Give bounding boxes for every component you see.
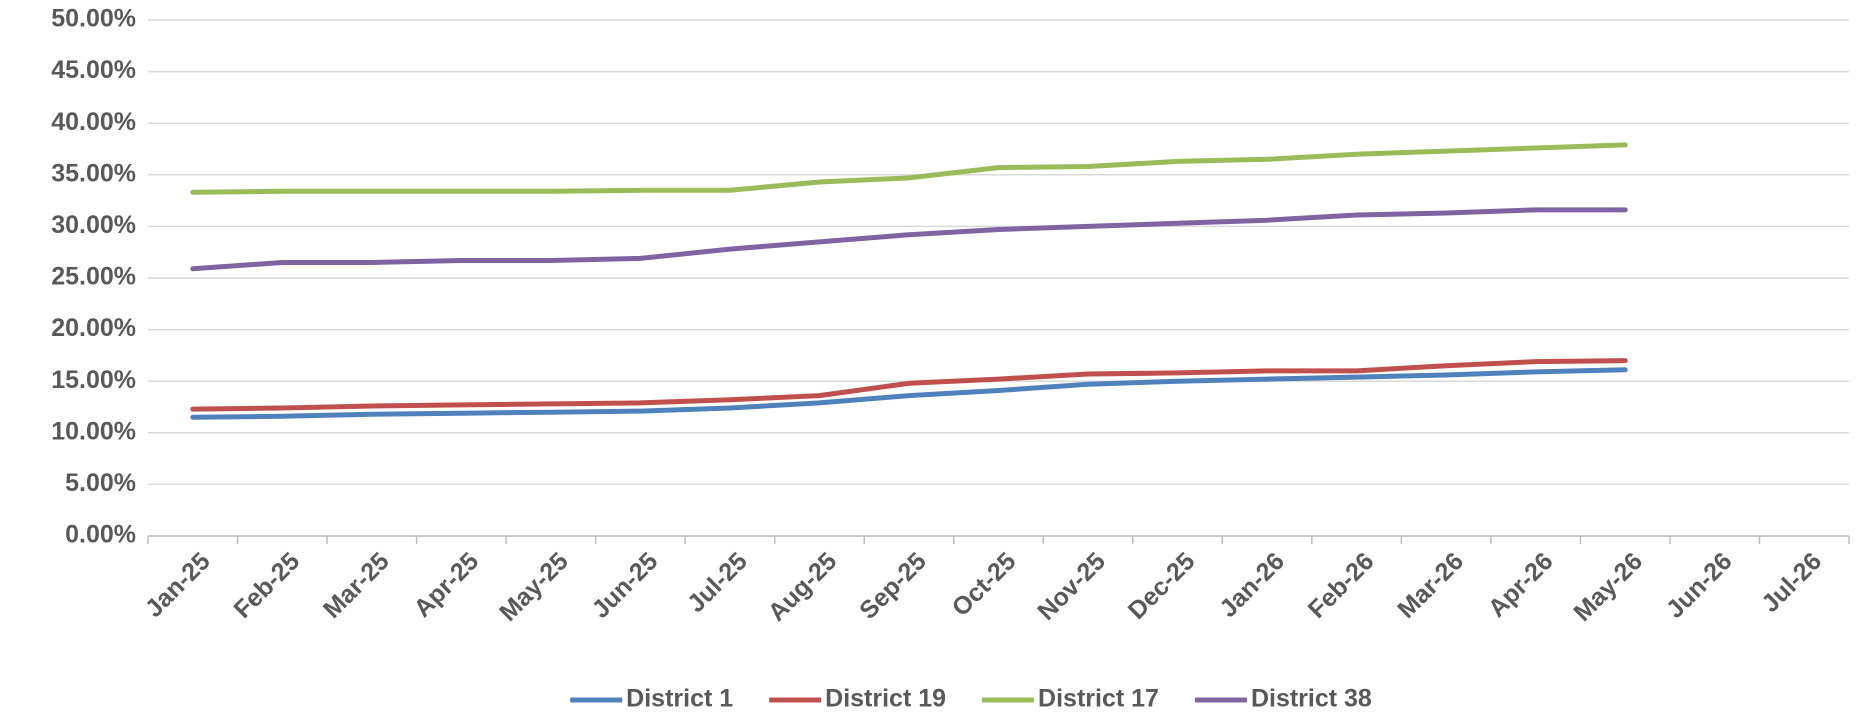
x-tick-label: Jun-25 xyxy=(587,547,664,624)
y-tick-label: 25.00% xyxy=(51,263,136,291)
legend-label: District 1 xyxy=(626,685,733,713)
x-tick-label: Jan-25 xyxy=(140,547,216,623)
y-tick-label: 0.00% xyxy=(65,521,136,549)
y-tick-label: 10.00% xyxy=(51,417,136,445)
series-line xyxy=(190,207,1628,272)
x-tick-label: May-25 xyxy=(494,547,574,627)
legend-label: District 19 xyxy=(825,685,946,713)
legend-item: District 17 xyxy=(982,685,1159,713)
y-tick-label: 30.00% xyxy=(51,211,136,239)
x-tick-label: Nov-25 xyxy=(1032,547,1111,626)
y-tick-label: 35.00% xyxy=(51,159,136,187)
x-tick-label: Mar-26 xyxy=(1392,547,1469,624)
x-tick-label: Apr-25 xyxy=(408,547,484,623)
x-tick-label: May-26 xyxy=(1568,547,1648,627)
y-tick-label: 15.00% xyxy=(51,366,136,394)
x-tick-label: Dec-25 xyxy=(1123,547,1201,625)
x-tick-label: Feb-26 xyxy=(1303,547,1380,624)
x-tick-label: Feb-25 xyxy=(228,547,305,624)
x-tick-label: Jul-26 xyxy=(1756,547,1827,618)
legend-item: District 19 xyxy=(769,685,946,713)
y-tick-label: 40.00% xyxy=(51,108,136,136)
legend-item: District 38 xyxy=(1194,685,1372,713)
y-tick-label: 50.00% xyxy=(51,5,136,33)
x-tick-label: Sep-25 xyxy=(854,547,932,625)
y-tick-label: 5.00% xyxy=(65,469,136,497)
legend-label: District 38 xyxy=(1251,685,1372,713)
y-tick-label: 45.00% xyxy=(51,56,136,84)
series-line xyxy=(190,358,1628,412)
x-tick-label: Mar-25 xyxy=(318,547,395,624)
legend-item: District 1 xyxy=(570,685,733,713)
legend-label: District 17 xyxy=(1038,685,1159,713)
x-tick-label: Apr-26 xyxy=(1483,547,1559,623)
series-line xyxy=(190,367,1628,420)
x-tick-label: Jan-26 xyxy=(1214,547,1290,623)
x-tick-label: Oct-25 xyxy=(947,547,1022,622)
series-line xyxy=(190,142,1628,195)
legend: District 1 District 19 District 17 District… xyxy=(570,685,1372,713)
x-tick-label: Jun-26 xyxy=(1661,547,1738,624)
y-tick-label: 20.00% xyxy=(51,314,136,342)
x-tick-label: Jul-25 xyxy=(682,547,753,618)
x-tick-label: Aug-25 xyxy=(763,547,843,627)
